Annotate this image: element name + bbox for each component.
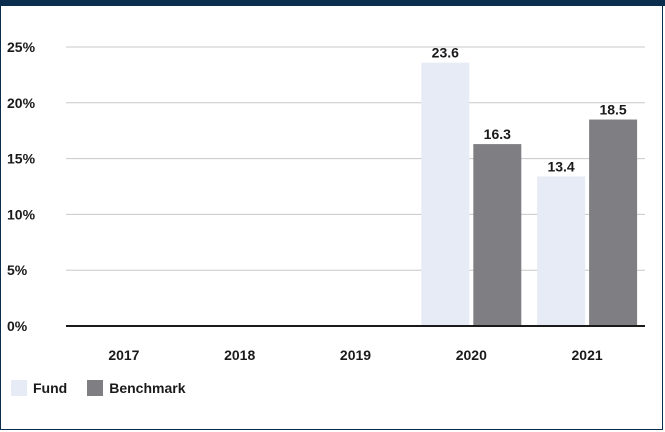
legend: Fund Benchmark xyxy=(11,380,205,396)
top-accent-bar xyxy=(0,0,665,6)
legend-swatch-fund xyxy=(11,380,27,396)
bars xyxy=(421,62,638,327)
y-tick-label: 20% xyxy=(7,95,36,111)
legend-label-fund: Fund xyxy=(33,380,68,396)
y-tick-label: 0% xyxy=(7,318,28,334)
y-tick-label: 25% xyxy=(7,39,36,55)
x-tick-label: 2019 xyxy=(340,347,371,363)
legend-item-benchmark: Benchmark xyxy=(87,380,185,396)
legend-item-fund: Fund xyxy=(11,380,67,396)
y-tick-label: 10% xyxy=(7,206,36,222)
x-tick-label: 2020 xyxy=(456,347,487,363)
data-labels: 23.6 16.3 13.4 18.5 xyxy=(432,45,627,175)
y-tick-label: 15% xyxy=(7,151,36,167)
x-tick-label: 2017 xyxy=(108,347,139,363)
data-label: 16.3 xyxy=(484,126,511,142)
bar-benchmark-2020 xyxy=(473,144,522,326)
bar-benchmark-2021 xyxy=(589,119,638,326)
bar-fund-2020 xyxy=(421,62,470,327)
y-tick-label: 5% xyxy=(7,262,28,278)
x-tick-label: 2021 xyxy=(572,347,603,363)
legend-label-benchmark: Benchmark xyxy=(109,380,186,396)
legend-swatch-benchmark xyxy=(87,380,104,396)
data-label: 13.4 xyxy=(547,158,574,174)
data-label: 18.5 xyxy=(599,102,626,118)
bar-fund-2021 xyxy=(537,176,586,326)
x-tick-label: 2018 xyxy=(224,347,255,363)
data-label: 23.6 xyxy=(432,45,459,61)
x-axis-tick-labels: 2017 2018 2019 2020 2021 xyxy=(108,347,603,363)
y-axis-tick-labels: 0% 5% 10% 15% 20% 25% xyxy=(7,39,36,334)
